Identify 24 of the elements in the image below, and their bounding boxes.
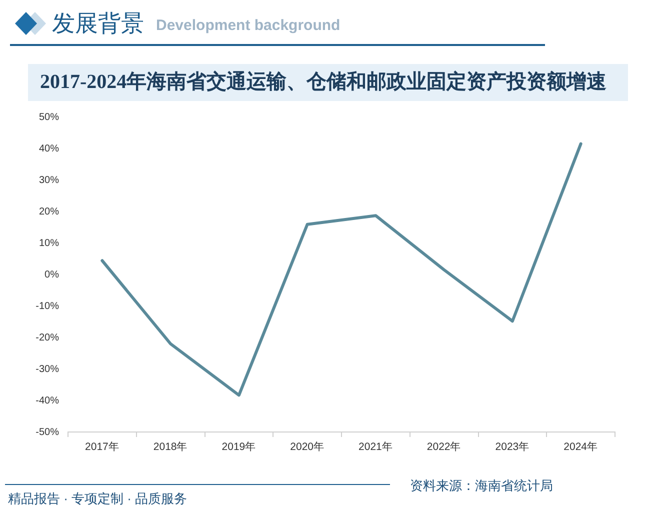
y-tick-label: -30% — [36, 364, 60, 375]
x-tick-label: 2020年 — [290, 441, 324, 454]
chart-title: 2017-2024年海南省交通运输、仓储和邮政业固定资产投资额增速 — [40, 71, 607, 94]
y-tick-label: 30% — [38, 174, 60, 186]
y-tick-label: -10% — [36, 300, 60, 312]
y-tick-label: -40% — [36, 395, 60, 406]
y-tick-label: 40% — [38, 143, 60, 154]
y-tick-label: 50% — [38, 112, 60, 123]
y-tick-label: 10% — [38, 238, 60, 249]
y-tick-label: -50% — [36, 426, 60, 438]
x-tick-label: 2019年 — [222, 441, 256, 454]
x-tick-label: 2017年 — [85, 441, 120, 454]
y-tick-label: -20% — [36, 332, 60, 344]
text: Development background — [156, 17, 340, 35]
y-tick-label: 0% — [44, 269, 60, 280]
text: 资料来源：海南省统计局 — [410, 478, 553, 494]
x-tick-label: 2021年 — [358, 441, 393, 454]
x-tick-label: 2018年 — [153, 441, 188, 454]
text: 发展背景 — [52, 10, 144, 36]
x-tick-label: 2022年 — [426, 441, 462, 454]
y-tick-label: 20% — [38, 206, 60, 218]
x-tick-label: 2023年 — [495, 441, 530, 454]
x-tick-label: 2024年 — [564, 441, 598, 454]
text: 精品报告 · 专项定制 · 品质服务 — [8, 491, 188, 507]
